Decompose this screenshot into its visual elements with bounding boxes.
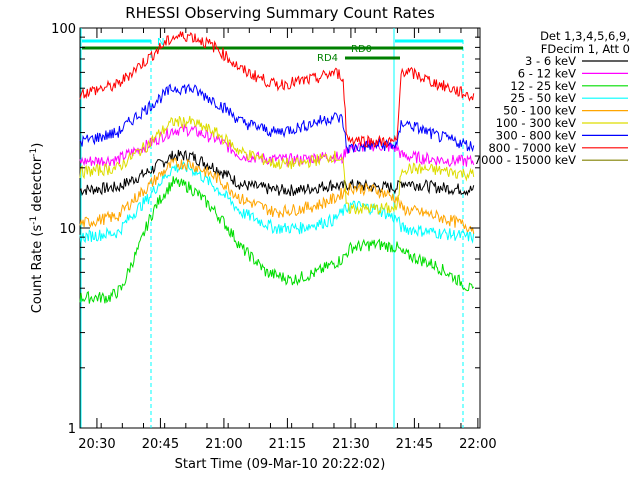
rd0-label: RD0 <box>351 44 372 55</box>
legend: Det 1,3,4,5,6,9, FDecim 1, Att 0 3 - 6 k… <box>474 29 630 167</box>
chart-title: RHESSI Observing Summary Count Rates <box>125 4 435 22</box>
legend-label: 12 - 25 keV <box>510 79 576 93</box>
legend-label: 6 - 12 keV <box>518 66 576 80</box>
series-line <box>79 149 475 197</box>
legend-label: 7000 - 15000 keV <box>474 153 576 167</box>
y-axis: 1 10 100 <box>51 22 480 437</box>
legend-label: 25 - 50 keV <box>510 91 576 105</box>
x-tick-label: 20:45 <box>142 437 179 452</box>
y-axis-label: Count Rate (s-1 detector-1) <box>29 143 45 314</box>
y-axis-label-main: Count Rate (s <box>30 225 45 314</box>
series-line <box>79 160 475 244</box>
y-axis-label-sup1: -1 <box>29 216 39 225</box>
x-tick-label: 21:15 <box>269 437 306 452</box>
legend-label: 3 - 6 keV <box>525 54 576 68</box>
series-line <box>79 176 475 304</box>
series-line <box>79 123 475 168</box>
x-tick-label: 22:00 <box>459 437 496 452</box>
legend-label: 300 - 800 keV <box>496 128 576 142</box>
x-axis: 20:30 20:45 21:00 21:15 21:30 21:45 22:00 <box>78 28 497 452</box>
y-tick-label: 1 <box>68 422 76 437</box>
x-tick-label: 21:00 <box>205 437 242 452</box>
series-line <box>79 83 475 154</box>
legend-label: 100 - 300 keV <box>496 116 576 130</box>
legend-label: 50 - 100 keV <box>503 104 576 118</box>
observation-overlays: N RD0 RD4 <box>80 28 464 428</box>
legend-header-1: Det 1,3,4,5,6,9, <box>540 29 630 43</box>
x-axis-label: Start Time (09-Mar-10 20:22:02) <box>175 457 386 472</box>
x-tick-label: 20:30 <box>78 437 115 452</box>
series-layer <box>79 31 475 304</box>
series-line <box>79 115 475 216</box>
night-label: N <box>157 37 164 48</box>
y-axis-label-end: ) <box>30 143 45 148</box>
x-tick-label: 21:45 <box>396 437 433 452</box>
series-line <box>79 31 475 149</box>
x-tick-label: 21:30 <box>332 437 369 452</box>
legend-label: 800 - 7000 keV <box>488 141 576 155</box>
series-line <box>79 157 475 234</box>
y-tick-label: 100 <box>51 22 76 37</box>
y-axis-label-sup2: -1 <box>29 148 39 157</box>
rd4-label: RD4 <box>317 53 338 64</box>
legend-header-2: FDecim 1, Att 0 <box>541 42 630 56</box>
y-axis-label-mid: detector <box>30 156 45 216</box>
y-tick-label: 10 <box>59 222 76 237</box>
